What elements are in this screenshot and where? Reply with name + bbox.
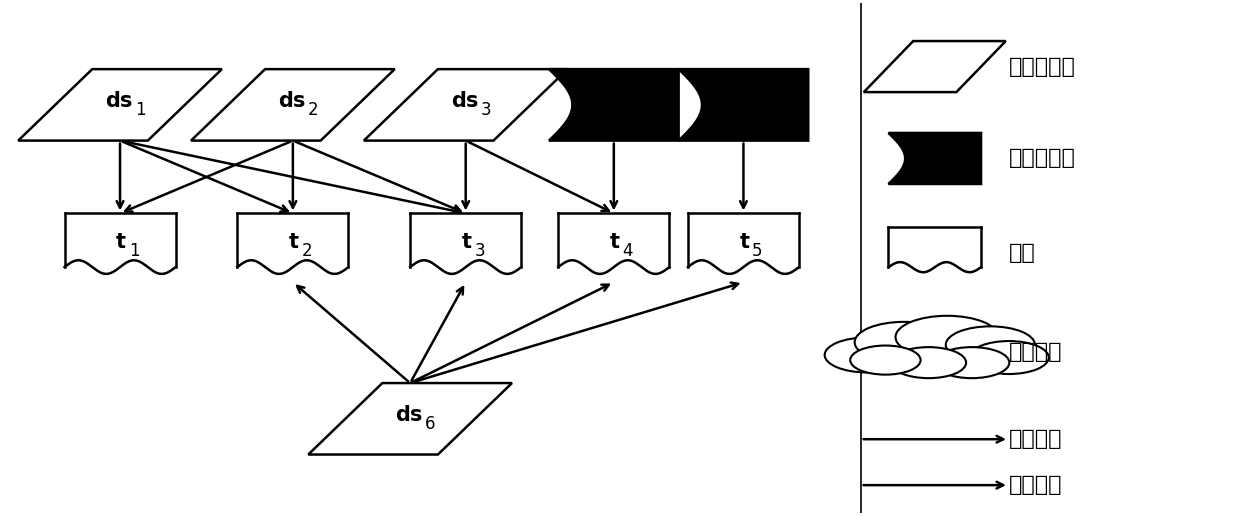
- Bar: [64, 213, 176, 267]
- Text: 4: 4: [622, 242, 632, 260]
- Polygon shape: [410, 257, 521, 274]
- Circle shape: [825, 337, 909, 373]
- Text: 隐私数据集: 隐私数据集: [1009, 149, 1076, 168]
- Polygon shape: [678, 69, 808, 140]
- Polygon shape: [549, 69, 678, 140]
- Text: t: t: [461, 232, 472, 252]
- Polygon shape: [688, 257, 799, 274]
- Circle shape: [851, 346, 920, 375]
- Polygon shape: [864, 41, 1006, 92]
- Polygon shape: [558, 257, 670, 274]
- Circle shape: [854, 322, 954, 363]
- Text: t: t: [289, 232, 299, 252]
- Text: 5: 5: [753, 242, 763, 260]
- Polygon shape: [889, 260, 981, 272]
- Text: ds: ds: [105, 91, 133, 111]
- Text: 公有数据集: 公有数据集: [1009, 57, 1076, 76]
- Polygon shape: [19, 69, 222, 140]
- Circle shape: [968, 341, 1049, 374]
- Text: 2: 2: [301, 242, 312, 260]
- Text: 3: 3: [481, 101, 491, 119]
- Circle shape: [892, 347, 966, 378]
- Text: 2: 2: [308, 101, 319, 119]
- Polygon shape: [889, 133, 981, 184]
- Text: ds: ds: [278, 91, 305, 111]
- Text: 数据依赖: 数据依赖: [1009, 429, 1063, 449]
- Circle shape: [934, 347, 1009, 378]
- Text: 数据传输: 数据传输: [1009, 475, 1063, 495]
- Bar: [688, 213, 799, 267]
- Polygon shape: [237, 257, 348, 274]
- Text: 1: 1: [135, 101, 145, 119]
- Text: ds: ds: [396, 405, 423, 425]
- Polygon shape: [64, 257, 176, 274]
- Bar: [889, 228, 981, 267]
- Text: t: t: [739, 232, 750, 252]
- Circle shape: [895, 316, 998, 359]
- Bar: [410, 213, 521, 267]
- Text: 3: 3: [475, 242, 485, 260]
- Text: ds: ds: [450, 91, 479, 111]
- Circle shape: [946, 326, 1035, 363]
- Polygon shape: [191, 69, 394, 140]
- Polygon shape: [309, 383, 512, 455]
- Text: 1: 1: [129, 242, 139, 260]
- Text: t: t: [610, 232, 620, 252]
- Text: t: t: [117, 232, 126, 252]
- Polygon shape: [363, 69, 568, 140]
- Bar: [558, 213, 670, 267]
- Text: 任务: 任务: [1009, 243, 1035, 263]
- Text: 6: 6: [425, 415, 435, 433]
- Bar: [237, 213, 348, 267]
- Text: 数据中心: 数据中心: [1009, 343, 1063, 362]
